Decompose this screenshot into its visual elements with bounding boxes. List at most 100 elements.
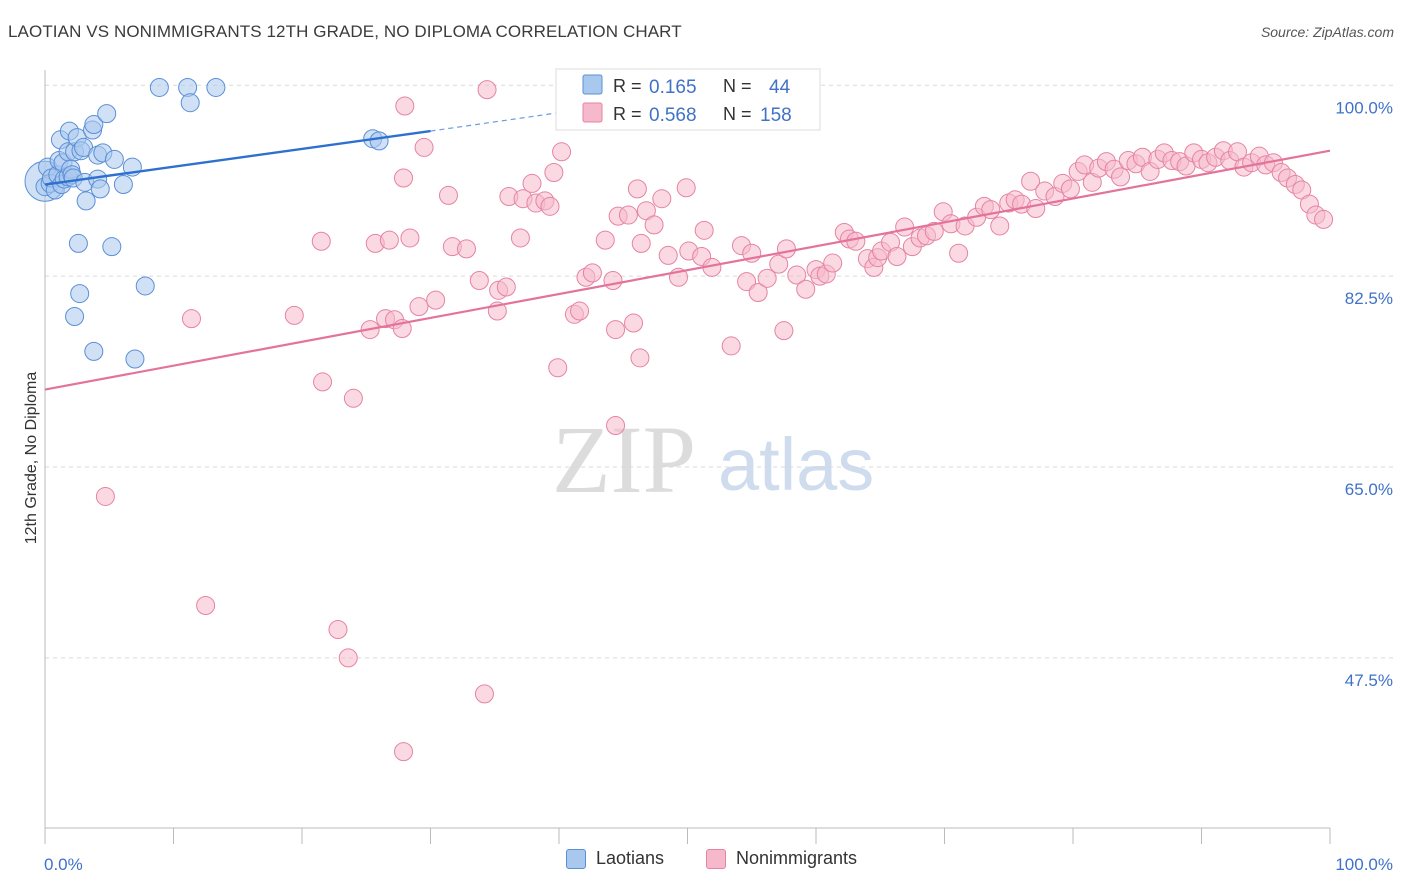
trend-line-laotians bbox=[44, 129, 431, 186]
data-point-nonimmigrants bbox=[414, 137, 434, 157]
y-tick-label: 47.5% bbox=[1345, 671, 1393, 690]
data-point-nonimmigrants bbox=[400, 228, 420, 248]
y-tick-label: 65.0% bbox=[1345, 480, 1393, 499]
data-point-nonimmigrants bbox=[181, 309, 201, 329]
data-point-nonimmigrants bbox=[394, 742, 414, 762]
legend-r-label: R = bbox=[613, 76, 642, 96]
data-point-nonimmigrants bbox=[990, 216, 1010, 236]
legend-swatch-laotians bbox=[582, 74, 603, 95]
y-tick-label: 100.0% bbox=[1335, 98, 1393, 117]
data-point-nonimmigrants bbox=[887, 247, 907, 267]
legend-swatch-nonimmigrants bbox=[582, 102, 603, 123]
series-nonimmigrants bbox=[95, 80, 1334, 762]
data-point-nonimmigrants bbox=[658, 245, 678, 265]
data-point-nonimmigrants bbox=[1060, 179, 1080, 199]
data-point-nonimmigrants bbox=[787, 265, 807, 285]
data-point-laotians bbox=[70, 284, 90, 304]
data-point-nonimmigrants bbox=[570, 301, 590, 321]
data-point-nonimmigrants bbox=[409, 297, 429, 317]
data-point-nonimmigrants bbox=[311, 231, 331, 251]
bottom-legend-item-nonimmigrants: Nonimmigrants bbox=[706, 848, 857, 869]
data-point-nonimmigrants bbox=[540, 196, 560, 216]
data-point-nonimmigrants bbox=[748, 282, 768, 302]
data-point-laotians bbox=[84, 341, 104, 361]
data-point-nonimmigrants bbox=[1111, 167, 1131, 187]
y-tick-labels: 100.0% 82.5% 65.0% 47.5% bbox=[1335, 98, 1393, 690]
legend-r-label: R = bbox=[613, 104, 642, 124]
series-laotians bbox=[24, 77, 389, 369]
data-point-nonimmigrants bbox=[694, 220, 714, 240]
data-point-nonimmigrants bbox=[338, 648, 358, 668]
data-point-laotians bbox=[180, 93, 200, 113]
page-title: LAOTIAN VS NONIMMIGRANTS 12TH GRADE, NO … bbox=[8, 22, 682, 41]
data-point-nonimmigrants bbox=[757, 268, 777, 288]
data-point-nonimmigrants bbox=[469, 270, 489, 290]
data-point-nonimmigrants bbox=[606, 320, 626, 340]
data-point-laotians bbox=[102, 237, 122, 257]
data-point-nonimmigrants bbox=[776, 239, 796, 259]
bottom-legend-label: Laotians bbox=[596, 848, 665, 868]
data-point-nonimmigrants bbox=[548, 358, 568, 378]
data-point-nonimmigrants bbox=[603, 270, 623, 290]
data-point-nonimmigrants bbox=[627, 179, 647, 199]
data-point-nonimmigrants bbox=[496, 277, 516, 297]
legend-n-label: N = bbox=[723, 76, 752, 96]
data-point-nonimmigrants bbox=[196, 596, 216, 616]
data-point-nonimmigrants bbox=[721, 336, 741, 356]
data-point-nonimmigrants bbox=[474, 684, 494, 704]
data-point-nonimmigrants bbox=[737, 272, 757, 292]
x-tick-label: 0.0% bbox=[44, 855, 83, 874]
data-point-nonimmigrants bbox=[644, 215, 664, 235]
data-point-nonimmigrants bbox=[438, 185, 458, 205]
y-axis-title: 12th Grade, No Diploma bbox=[23, 372, 40, 545]
data-point-nonimmigrants bbox=[313, 372, 333, 392]
data-point-nonimmigrants bbox=[595, 230, 615, 250]
data-point-nonimmigrants bbox=[510, 228, 530, 248]
data-point-laotians bbox=[84, 115, 104, 135]
data-point-nonimmigrants bbox=[949, 243, 969, 263]
data-point-nonimmigrants bbox=[676, 178, 696, 198]
legend-n-value: 44 bbox=[769, 77, 791, 98]
data-point-nonimmigrants bbox=[618, 205, 638, 225]
data-point-nonimmigrants bbox=[895, 217, 915, 237]
data-point-nonimmigrants bbox=[846, 231, 866, 251]
data-point-laotians bbox=[125, 349, 145, 369]
data-point-nonimmigrants bbox=[796, 279, 816, 299]
data-point-nonimmigrants bbox=[769, 254, 789, 274]
legend-n-label: N = bbox=[723, 104, 752, 124]
data-point-nonimmigrants bbox=[426, 290, 446, 310]
data-point-nonimmigrants bbox=[823, 253, 843, 273]
data-point-nonimmigrants bbox=[522, 173, 542, 193]
x-tick-labels: 0.0% 100.0% bbox=[44, 855, 1393, 874]
data-point-laotians bbox=[65, 306, 85, 326]
data-point-laotians bbox=[369, 131, 389, 151]
data-point-nonimmigrants bbox=[1314, 209, 1334, 229]
data-point-nonimmigrants bbox=[924, 221, 944, 241]
x-tick-label: 100.0% bbox=[1335, 855, 1393, 874]
source-label: Source: ZipAtlas.com bbox=[1260, 24, 1394, 40]
data-point-laotians bbox=[149, 77, 169, 97]
data-point-nonimmigrants bbox=[582, 263, 602, 283]
data-point-nonimmigrants bbox=[624, 313, 644, 333]
data-point-nonimmigrants bbox=[544, 163, 564, 183]
swatch-laotians bbox=[566, 848, 586, 869]
data-point-nonimmigrants bbox=[328, 620, 348, 640]
watermark: ZIP atlas bbox=[552, 406, 874, 513]
legend: R = 0.165 N = 44 R = 0.568 N = 158 bbox=[555, 68, 821, 131]
swatch-nonimmigrants bbox=[706, 848, 726, 869]
legend-r-value: 0.165 bbox=[649, 77, 697, 98]
data-point-nonimmigrants bbox=[395, 96, 415, 116]
legend-r-value: 0.568 bbox=[649, 105, 697, 126]
data-point-laotians bbox=[104, 149, 124, 169]
data-point-nonimmigrants bbox=[343, 388, 363, 408]
data-point-laotians bbox=[90, 179, 110, 199]
data-point-nonimmigrants bbox=[552, 142, 572, 162]
legend-n-value: 158 bbox=[760, 105, 792, 126]
data-point-nonimmigrants bbox=[95, 486, 115, 506]
data-point-laotians bbox=[113, 175, 133, 195]
data-point-nonimmigrants bbox=[284, 305, 304, 325]
data-point-nonimmigrants bbox=[606, 416, 626, 436]
data-point-laotians bbox=[68, 233, 88, 253]
watermark-atlas: atlas bbox=[718, 423, 874, 506]
